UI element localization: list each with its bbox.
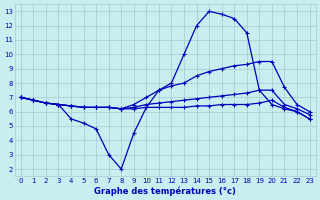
X-axis label: Graphe des températures (°c): Graphe des températures (°c) — [94, 186, 236, 196]
